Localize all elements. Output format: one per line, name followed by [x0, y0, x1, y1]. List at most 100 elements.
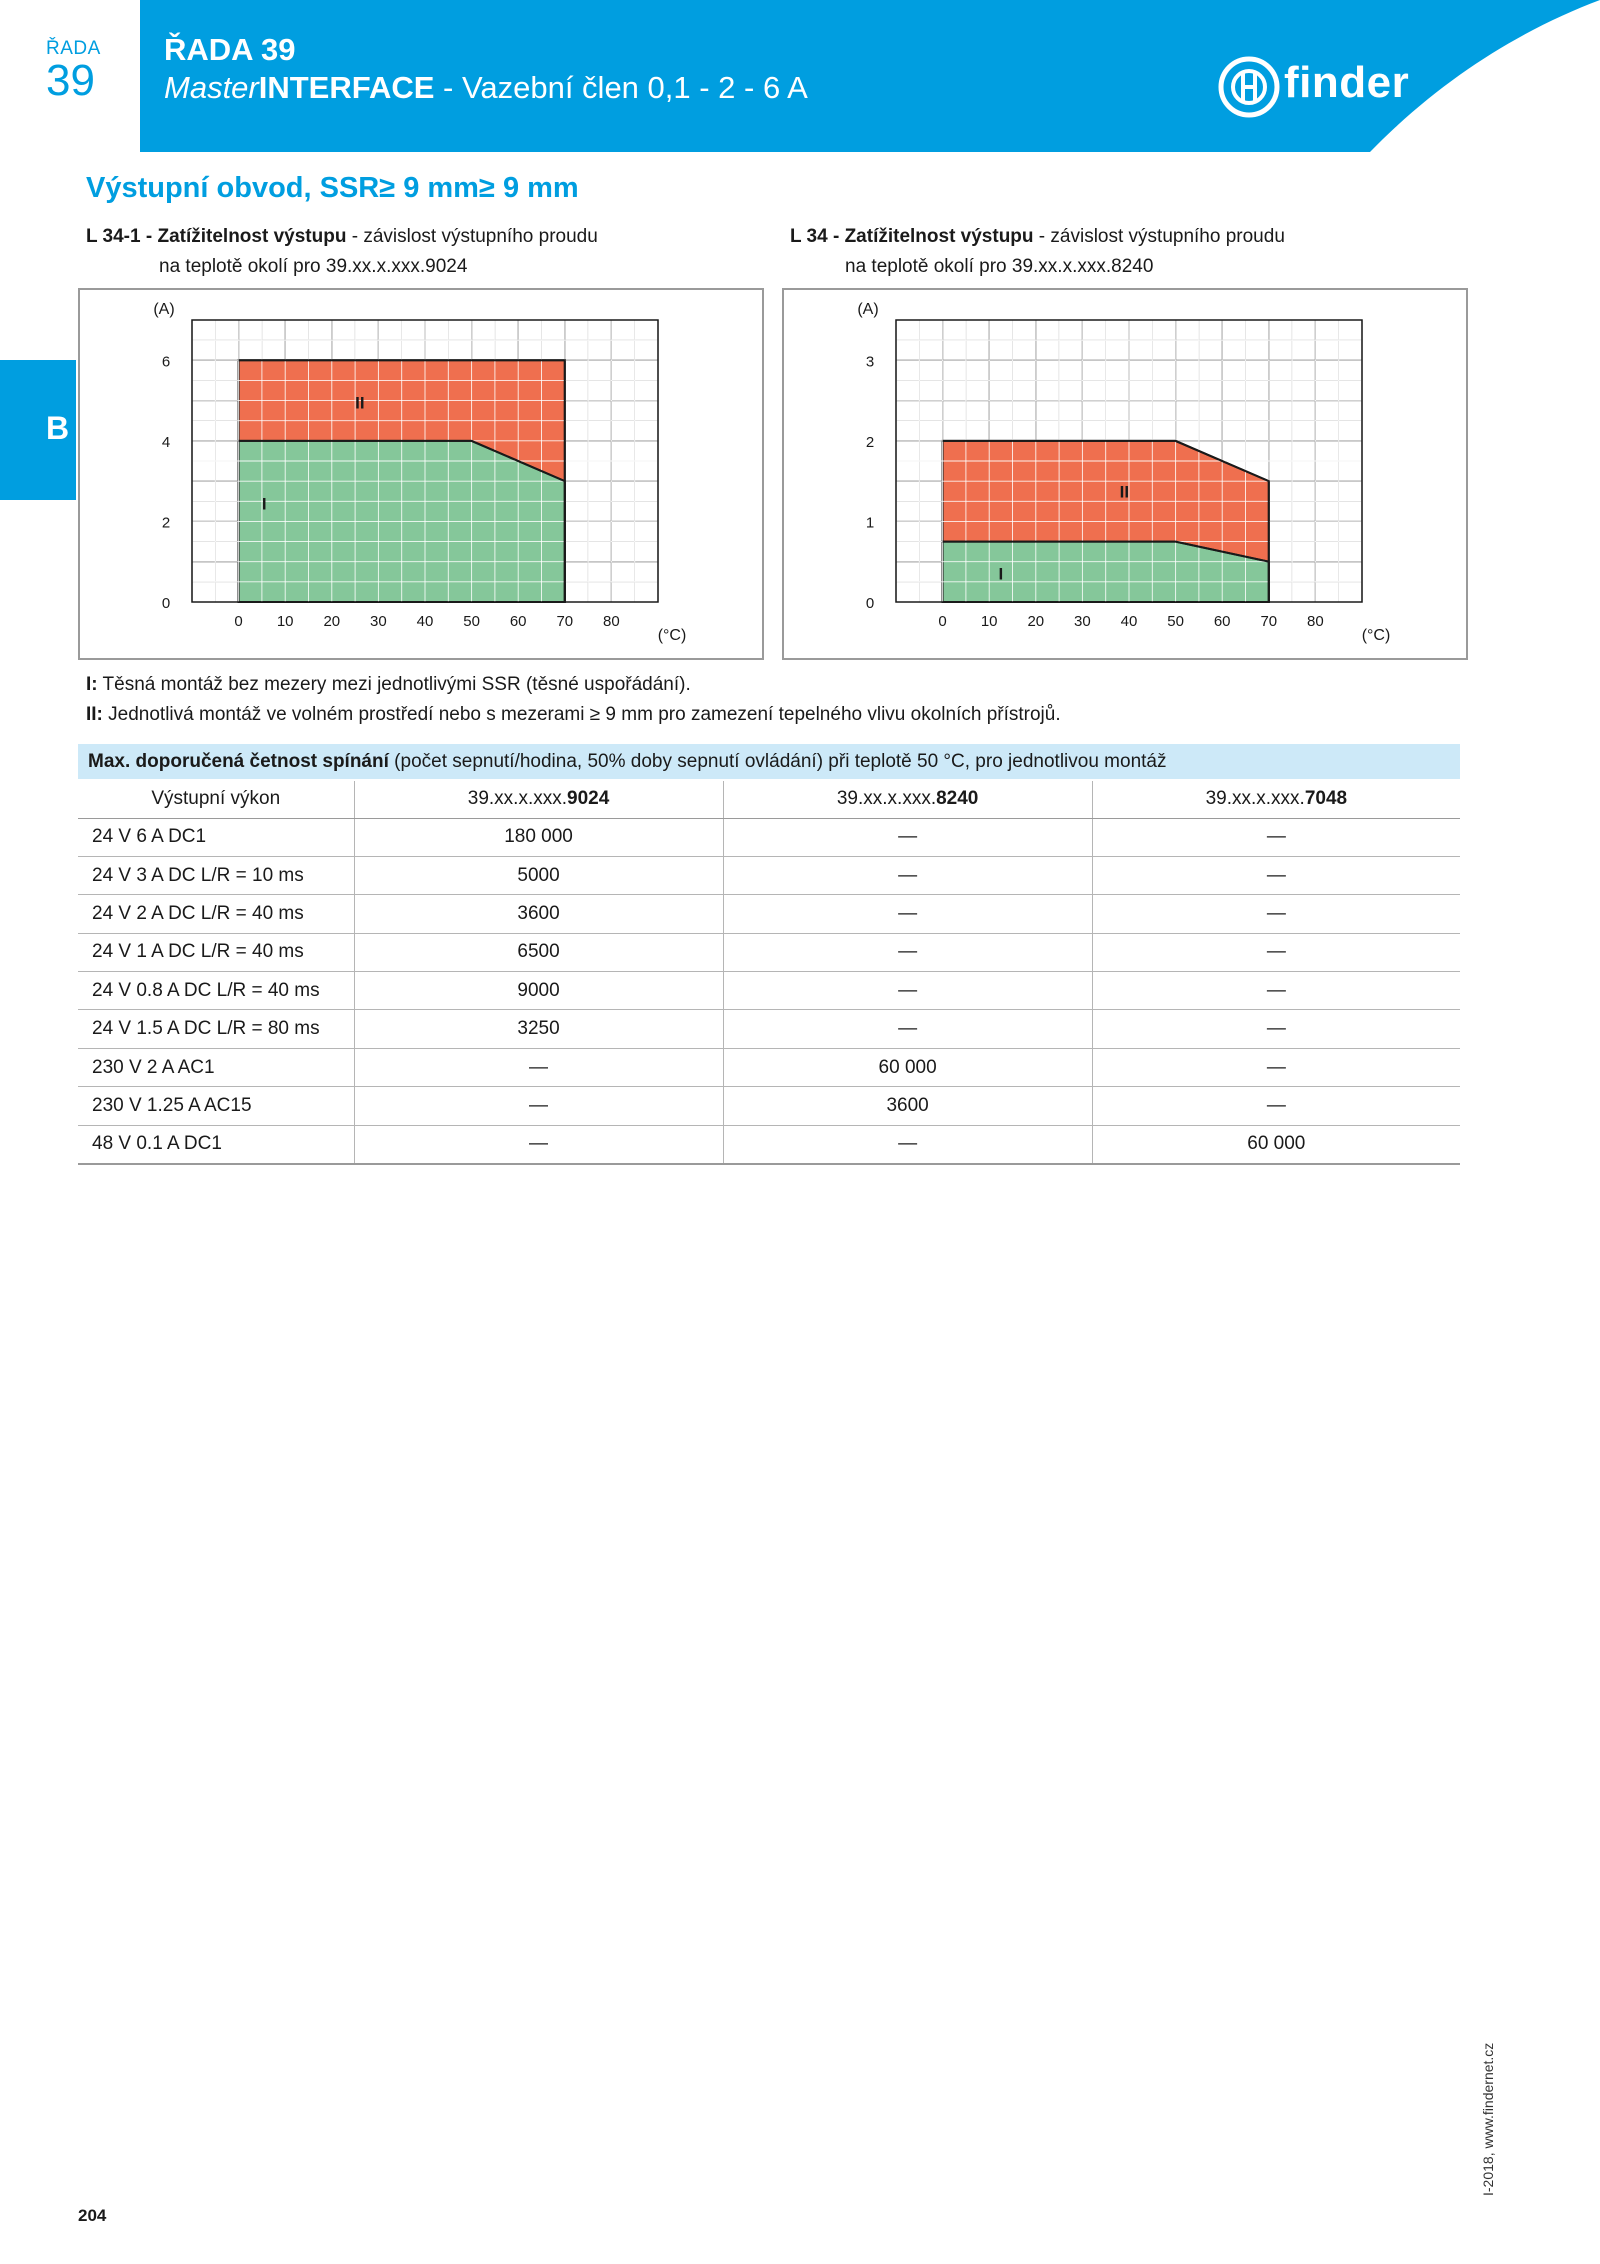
series-tab: ŘADA 39 — [0, 0, 140, 152]
switching-frequency-table: Max. doporučená četnost spínání (počet s… — [78, 744, 1460, 1165]
chart-left: II I 0 2 4 6 0 10 20 30 40 50 60 70 80 (A) (°C) — [78, 288, 764, 660]
table-cell: — — [353, 1086, 724, 1126]
area-outline-II — [942, 439, 1270, 602]
page-number: 204 — [78, 2206, 107, 2225]
y-tick-label: 4 — [162, 434, 170, 451]
y-tick-label: 2 — [162, 514, 170, 531]
chart-left-code: L 34-1 - — [86, 226, 158, 247]
table-cell: 24 V 2 A DC L/R = 40 ms — [78, 894, 354, 934]
table-caption-bold: Max. doporučená četnost spínání — [88, 750, 389, 772]
table-cell: 24 V 3 A DC L/R = 10 ms — [78, 856, 354, 896]
x-tick-label: 80 — [603, 613, 620, 630]
chart-right-rest: - závislost výstupního proudu — [1033, 226, 1285, 247]
table-cell: — — [722, 933, 1093, 973]
grid-lines-overlay — [895, 319, 1363, 603]
table-row: 230 V 1.25 A AC15 — 3600 — — [78, 1086, 1460, 1126]
y-tick-label: 3 — [866, 353, 874, 370]
col-header-8240: 39.xx.x.xxx.8240 — [722, 780, 1093, 819]
note-II-key: II: — [86, 704, 103, 725]
note-I-key: I: — [86, 674, 98, 695]
col-header-output: Výstupní výkon — [78, 780, 354, 819]
x-tick-label: 70 — [556, 613, 573, 630]
table-cell: — — [1091, 971, 1460, 1011]
table-cell: — — [722, 1125, 1093, 1165]
table-row: 24 V 0.8 A DC L/R = 40 ms 9000 — — — [78, 971, 1460, 1011]
table-cell: 24 V 0.8 A DC L/R = 40 ms — [78, 971, 354, 1011]
header-title: ŘADA 39 — [164, 32, 296, 67]
table-caption-rest: (počet sepnutí/hodina, 50% doby sepnutí … — [388, 750, 1167, 772]
table-cell: — — [722, 894, 1093, 934]
x-tick-label: 30 — [370, 613, 387, 630]
x-tick-label: 20 — [323, 613, 340, 630]
table-cell: 48 V 0.1 A DC1 — [78, 1125, 354, 1165]
table-cell: — — [1091, 1086, 1460, 1126]
table-cell: 24 V 1.5 A DC L/R = 80 ms — [78, 1009, 354, 1049]
series-label-II: II — [1120, 482, 1129, 501]
col-header-7048-code: 7048 — [1304, 788, 1348, 810]
header-subtitle: MasterINTERFACE - Vazební člen 0,1 - 2 -… — [164, 70, 808, 106]
chart-notes: I: Těsná montáž bez mezery mezi jednotli… — [86, 670, 1061, 730]
y-tick-label: 0 — [162, 595, 170, 612]
col-header-7048: 39.xx.x.xxx.7048 — [1091, 780, 1460, 819]
y-axis-label: (A) — [153, 301, 174, 318]
x-tick-label: 30 — [1074, 613, 1091, 630]
plot-frame — [191, 319, 659, 603]
chart-right-line2: na teplotě okolí pro 39.xx.x.xxx.8240 — [845, 256, 1154, 277]
y-tick-label: 6 — [162, 353, 170, 370]
table-cell: 180 000 — [353, 818, 724, 857]
table-cell: — — [1091, 933, 1460, 973]
finder-logo-icon — [1218, 56, 1280, 118]
side-tab-letter: B — [46, 410, 70, 446]
area-outline-I — [238, 439, 566, 602]
col-header-9024: 39.xx.x.xxx.9024 — [353, 780, 724, 819]
table-header-row: Výstupní výkon 39.xx.x.xxx.9024 39.xx.x.… — [78, 780, 1460, 819]
y-tick-label: 0 — [866, 595, 874, 612]
table-cell: 3600 — [722, 1086, 1093, 1126]
table-cell: 6500 — [353, 933, 724, 973]
table-cell: 3600 — [353, 894, 724, 934]
x-tick-label: 10 — [277, 613, 294, 630]
plot-frame — [895, 319, 1363, 603]
table-caption: Max. doporučená četnost spínání (počet s… — [78, 744, 1460, 781]
table-cell: 24 V 6 A DC1 — [78, 818, 354, 857]
subtitle-italic: Master — [164, 70, 259, 105]
table-cell: — — [722, 818, 1093, 857]
series-number: 39 — [46, 56, 95, 105]
chart-heading-left: L 34-1 - Zatížitelnost výstupu - závislo… — [86, 222, 598, 282]
x-tick-label: 60 — [1214, 613, 1231, 630]
x-tick-label: 50 — [463, 613, 480, 630]
table-cell: — — [1091, 1048, 1460, 1088]
x-tick-label: 50 — [1167, 613, 1184, 630]
section-title: Výstupní obvod, SSR≥ 9 mm≥ 9 mm — [86, 172, 579, 204]
chart-left-line2: na teplotě okolí pro 39.xx.x.xxx.9024 — [159, 256, 468, 277]
table-cell: — — [722, 1009, 1093, 1049]
x-tick-label: 80 — [1307, 613, 1324, 630]
table-cell: — — [1091, 856, 1460, 896]
y-tick-label: 2 — [866, 434, 874, 451]
series-label-I: I — [999, 564, 1004, 583]
x-tick-label: 40 — [1121, 613, 1138, 630]
table-cell: — — [353, 1048, 724, 1088]
note-II: II: Jednotlivá montáž ve volném prostřed… — [86, 700, 1061, 730]
table-row: 24 V 6 A DC1 180 000 — — — [78, 818, 1460, 857]
y-tick-label: 1 — [866, 514, 874, 531]
note-II-text: Jednotlivá montáž ve volném prostředí ne… — [102, 704, 1061, 725]
table-cell: 24 V 1 A DC L/R = 40 ms — [78, 933, 354, 973]
table-cell: — — [353, 1125, 724, 1165]
chart-right-code: L 34 - — [790, 226, 845, 247]
col-header-9024-code: 9024 — [567, 788, 610, 810]
col-header-7048-prefix: 39.xx.x.xxx. — [1205, 788, 1305, 810]
table-row: 24 V 2 A DC L/R = 40 ms 3600 — — — [78, 894, 1460, 934]
x-tick-label: 60 — [510, 613, 527, 630]
chart-right: II I 0 1 2 3 0 10 20 30 40 50 60 70 80 (A) (°C) — [782, 288, 1468, 660]
area-outline-I — [942, 540, 1270, 602]
finder-logo: finder — [1218, 56, 1458, 118]
table-row: 24 V 1 A DC L/R = 40 ms 6500 — — — [78, 933, 1460, 973]
note-I: I: Těsná montáž bez mezery mezi jednotli… — [86, 670, 1061, 700]
series-label: ŘADA — [46, 38, 101, 59]
table-row: 48 V 0.1 A DC1 — — 60 000 — [78, 1125, 1460, 1165]
table-cell: — — [722, 971, 1093, 1011]
y-axis-label: (A) — [857, 301, 878, 318]
